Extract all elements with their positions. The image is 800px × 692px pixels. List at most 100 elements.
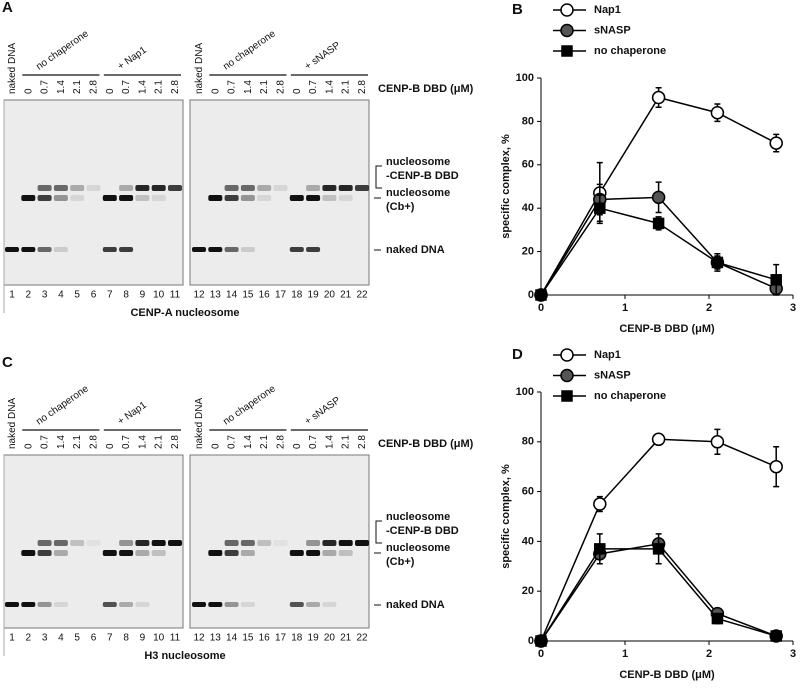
gel-band xyxy=(338,550,353,556)
lane-number: 14 xyxy=(226,633,238,644)
gel-band xyxy=(289,550,304,556)
concentration: 0.7 xyxy=(227,80,238,94)
gel-band xyxy=(151,550,166,556)
gel-band xyxy=(240,247,255,252)
gel-band xyxy=(151,185,166,191)
gel-band xyxy=(119,185,134,191)
gel-band xyxy=(306,185,321,191)
lane-number: 1 xyxy=(9,290,15,301)
gel-band xyxy=(240,550,255,556)
marker xyxy=(652,543,665,555)
group-label: no chaperone xyxy=(221,383,278,427)
lane-number: 6 xyxy=(91,290,97,301)
lane-number: 22 xyxy=(356,290,368,301)
gel-band xyxy=(224,195,239,201)
marker xyxy=(593,497,607,511)
gel-band xyxy=(240,540,255,546)
gel-band xyxy=(102,602,117,607)
y-tick-label: 40 xyxy=(522,202,534,214)
legend-marker xyxy=(560,3,574,17)
concentration: 1.4 xyxy=(243,435,254,449)
lane-number: 16 xyxy=(259,290,271,301)
gel-band xyxy=(37,195,52,201)
y-tick-label: 100 xyxy=(516,72,534,84)
legend-label: sNASP xyxy=(594,24,631,36)
lane-number: 3 xyxy=(42,633,48,644)
gel-band xyxy=(135,185,150,191)
concentration: 2.1 xyxy=(72,435,83,449)
concentration: 0.7 xyxy=(308,435,319,449)
band-label: nucleosome xyxy=(386,511,450,523)
y-tick-label: 80 xyxy=(522,115,534,127)
lane-number: 6 xyxy=(91,633,97,644)
gel-band xyxy=(86,185,101,191)
gel-band xyxy=(21,602,36,607)
concentration: 0.7 xyxy=(40,80,51,94)
gel-band xyxy=(151,195,166,201)
lane-number: 9 xyxy=(140,633,146,644)
marker xyxy=(711,256,724,269)
gel-band xyxy=(240,185,255,191)
marker xyxy=(710,435,725,449)
gel-band xyxy=(224,247,239,252)
gel-band xyxy=(70,185,85,191)
lane-number: 12 xyxy=(193,290,205,301)
gel-band xyxy=(306,195,321,201)
concentration: 0.7 xyxy=(227,435,238,449)
gel-band xyxy=(119,247,134,252)
gel-band xyxy=(21,195,36,201)
gel-band xyxy=(338,195,353,201)
y-axis-label: specific complex, % xyxy=(500,134,512,239)
gel-image xyxy=(189,99,370,286)
marker xyxy=(651,432,666,447)
concentration: 0 xyxy=(23,443,34,449)
lane-number: 3 xyxy=(42,290,48,301)
gel-band xyxy=(289,195,304,201)
marker xyxy=(652,217,665,230)
lane-number: 17 xyxy=(275,290,287,301)
y-tick-label: 80 xyxy=(522,436,534,448)
legend-label: Nap1 xyxy=(594,349,621,361)
x-tick-label: 0 xyxy=(538,302,544,314)
concentration: 0.7 xyxy=(121,435,132,449)
concentration: 2.8 xyxy=(170,80,181,94)
naked-dna-header: naked DNA xyxy=(194,43,205,94)
y-tick-label: 60 xyxy=(522,159,534,171)
panel-label: A xyxy=(2,0,13,16)
gel-band xyxy=(240,602,255,607)
marker xyxy=(769,136,783,150)
concentration: 2.8 xyxy=(89,435,100,449)
concentration: 1.4 xyxy=(137,435,148,449)
lane-number: 13 xyxy=(210,633,222,644)
y-tick-label: 100 xyxy=(516,386,534,398)
lane-number: 4 xyxy=(58,633,64,644)
lane-number: 2 xyxy=(26,290,32,301)
marker xyxy=(770,630,782,642)
gel-band xyxy=(322,550,337,556)
gel-band xyxy=(119,195,134,201)
concentration: 2.1 xyxy=(341,435,352,449)
lane-number: 14 xyxy=(226,290,238,301)
concentration: 0.7 xyxy=(121,80,132,94)
lane-number: 13 xyxy=(210,290,222,301)
legend-label: no chaperone xyxy=(594,45,666,57)
concentration: 2.8 xyxy=(276,80,287,94)
group-label: no chaperone xyxy=(221,28,278,72)
gel-band xyxy=(53,195,68,201)
gel-band xyxy=(338,540,353,546)
legend-label: sNASP xyxy=(594,369,631,381)
gel-band xyxy=(53,602,68,607)
panel-label: D xyxy=(512,346,523,363)
x-tick-label: 3 xyxy=(790,302,796,314)
gel-band xyxy=(257,540,272,546)
gel-band xyxy=(257,195,272,201)
y-tick-label: 0 xyxy=(528,635,534,647)
gel-band xyxy=(119,550,134,556)
panel-label: C xyxy=(2,354,13,371)
gel-band xyxy=(135,195,150,201)
naked-dna-header: naked DNA xyxy=(7,43,18,94)
gel-band xyxy=(37,602,52,607)
lane-number: 5 xyxy=(74,633,80,644)
gel-band xyxy=(322,602,337,607)
concentration: 0 xyxy=(210,443,221,449)
